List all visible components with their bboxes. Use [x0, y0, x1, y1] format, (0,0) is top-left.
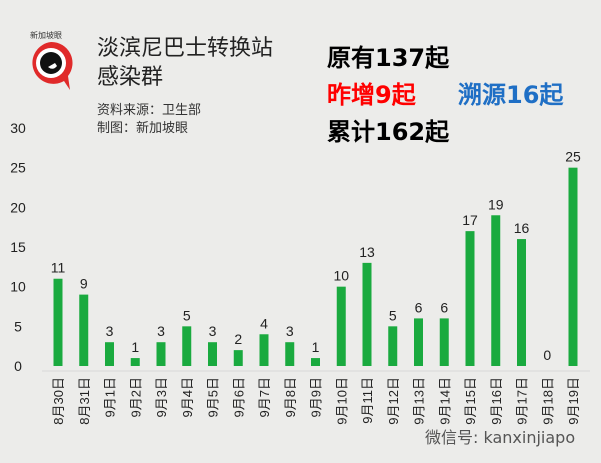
bar: [182, 326, 192, 366]
x-tick-label: 9月4日: [180, 377, 195, 417]
bar: [465, 231, 475, 366]
chart-title: 淡滨尼巴士转换站 感染群: [97, 34, 273, 92]
data-label: 17: [462, 212, 478, 228]
bar: [362, 262, 372, 366]
bar: [285, 342, 295, 366]
data-label: 3: [286, 323, 294, 339]
y-tick-label: 10: [10, 279, 26, 295]
data-label: 25: [565, 149, 581, 165]
data-label: 3: [106, 323, 114, 339]
title-line-2: 感染群: [97, 65, 164, 90]
bar: [388, 326, 398, 366]
x-tick-label: 9月8日: [283, 377, 298, 417]
data-label: 6: [440, 299, 448, 315]
data-label: 19: [488, 196, 504, 212]
y-tick-label: 30: [10, 120, 26, 136]
bar: [336, 286, 346, 366]
y-tick-label: 0: [14, 358, 22, 374]
bar: [79, 294, 89, 366]
x-tick-label: 8月30日: [51, 377, 66, 425]
data-label: 5: [183, 307, 191, 323]
y-tick-label: 25: [10, 160, 26, 176]
bar: [53, 278, 63, 366]
data-label: 1: [131, 339, 139, 355]
source-text: 资料来源：卫生部: [97, 103, 202, 118]
x-tick-label: 9月17日: [515, 377, 530, 425]
stat-total: 累计162起: [327, 118, 450, 146]
x-tick-label: 9月9日: [309, 377, 324, 417]
data-label: 11: [51, 260, 66, 276]
bar: [439, 318, 449, 366]
data-label: 2: [234, 331, 242, 347]
x-tick-label: 9月3日: [154, 377, 169, 417]
bar: [568, 167, 578, 366]
x-tick-label: 9月2日: [128, 377, 143, 417]
x-tick-label: 9月13日: [412, 377, 427, 425]
title-line-1: 淡滨尼巴士转换站: [97, 36, 274, 61]
bar: [156, 342, 166, 366]
data-label: 9: [80, 276, 88, 292]
x-tick-label: 9月6日: [231, 377, 246, 417]
data-label: 3: [157, 323, 165, 339]
x-tick-label: 9月10日: [334, 377, 349, 425]
y-tick-label: 15: [10, 239, 26, 255]
stat-new: 昨增9起: [327, 81, 416, 109]
bar: [491, 215, 501, 366]
data-label: 10: [333, 268, 349, 284]
x-tick-label: 9月12日: [386, 377, 401, 425]
x-tick-label: 9月16日: [489, 377, 504, 425]
x-tick-label: 9月5日: [206, 377, 221, 417]
x-tick-label: 9月7日: [257, 377, 272, 417]
logo-text: 新加坡眼: [30, 31, 62, 40]
bar: [259, 334, 269, 366]
logo-icon: [32, 41, 73, 90]
y-tick-label: 5: [14, 318, 22, 334]
bar: [311, 358, 320, 366]
data-label: 5: [389, 307, 397, 323]
bar: [414, 318, 423, 366]
data-label: 16: [514, 220, 530, 236]
stat-original: 原有137起: [327, 44, 450, 72]
data-label: 4: [260, 315, 268, 331]
x-tick-label: 9月11日: [360, 377, 375, 424]
bar: [105, 342, 114, 366]
y-tick-label: 20: [10, 199, 26, 215]
bar: [517, 239, 526, 366]
x-tick-label: 9月18日: [540, 377, 555, 425]
bar: [208, 342, 217, 366]
data-label: 6: [415, 299, 423, 315]
x-tick-label: 9月14日: [437, 377, 452, 425]
watermark: 微信号: kanxinjiapo: [425, 428, 576, 447]
source-block: 资料来源：卫生部 制图：新加坡眼: [97, 102, 201, 138]
data-label: 3: [209, 323, 217, 339]
x-tick-label: 9月15日: [463, 377, 478, 425]
x-tick-label: 9月19日: [566, 377, 581, 425]
credit-text: 制图：新加坡眼: [97, 121, 189, 136]
data-label: 0: [543, 347, 551, 363]
bar: [130, 358, 140, 366]
bar: [233, 350, 243, 366]
data-label: 1: [312, 339, 320, 355]
x-tick-label: 8月31日: [77, 377, 92, 425]
x-tick-label: 9月1日: [103, 377, 118, 417]
data-label: 13: [359, 244, 375, 260]
stat-traced: 溯源16起: [458, 81, 564, 109]
